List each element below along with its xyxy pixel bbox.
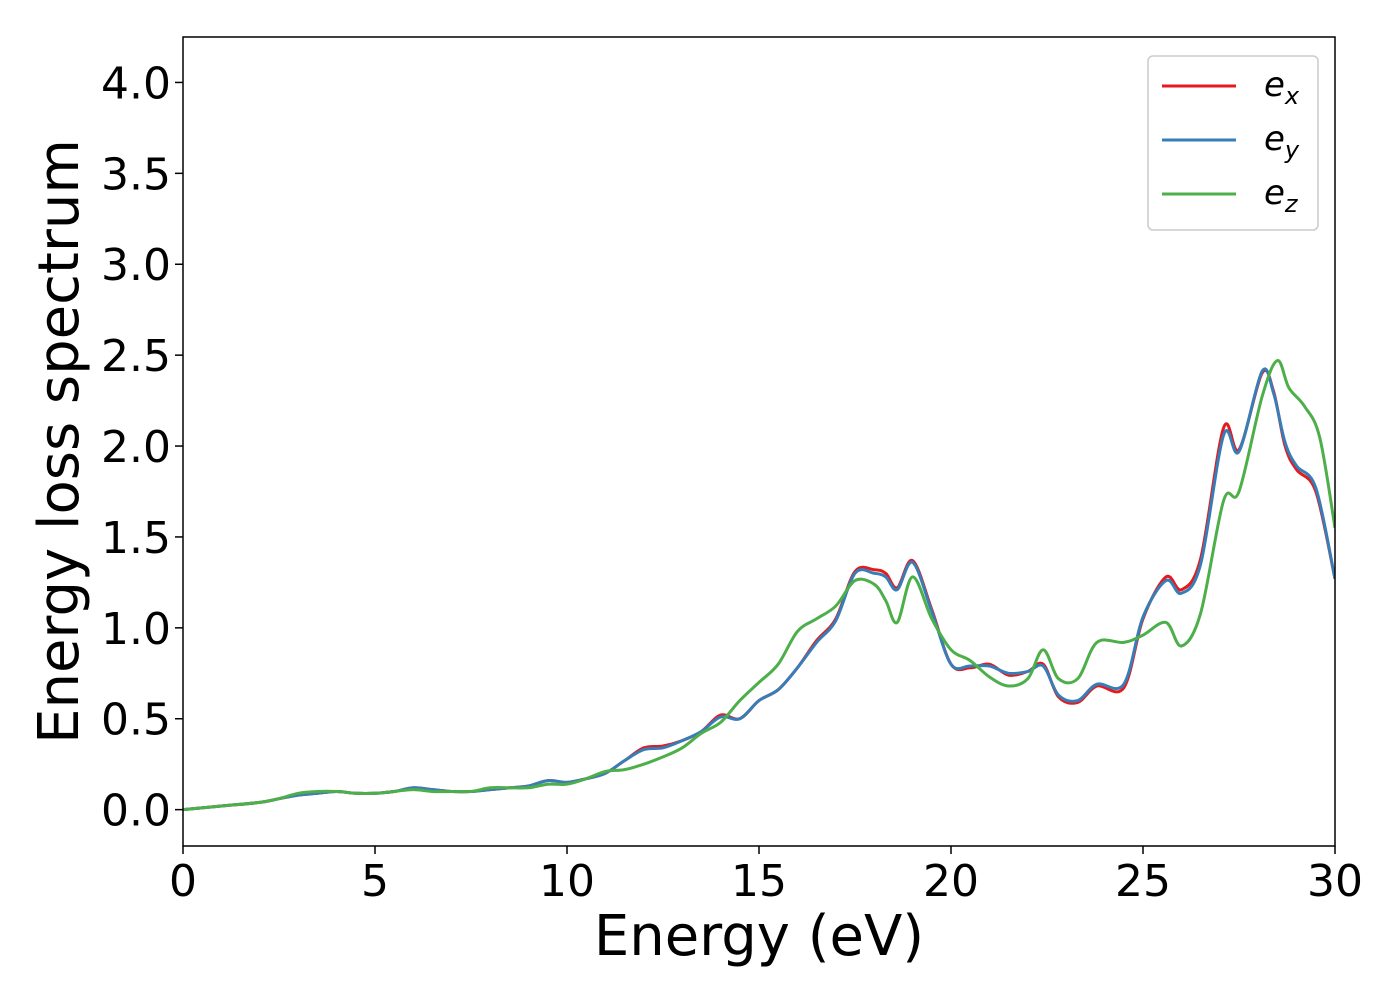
series-line-y [183,367,1335,812]
y-tick-label: 1.0 [101,604,171,655]
x-tick-label: 20 [923,856,979,907]
y-tick-label: 1.5 [101,513,171,564]
y-axis-title: Energy loss spectrum [27,139,92,744]
x-tick-label: 10 [539,856,595,907]
legend-label: ey [1264,119,1300,164]
x-tick-label: 0 [169,856,197,907]
series-line-z [183,359,1335,812]
legend: ex ey ez [1147,55,1319,231]
y-tick-label: 0.0 [101,786,171,837]
x-axis-title: Energy (eV) [594,904,924,969]
x-tick-label: 5 [361,856,389,907]
legend-label: ez [1264,173,1299,218]
x-axis: 0 5 10 15 20 25 30 [169,846,1363,907]
y-axis: 0.0 0.5 1.0 1.5 2.0 2.5 3.0 3.5 4.0 [101,58,183,837]
x-tick-label: 25 [1115,856,1171,907]
legend-box [1147,55,1319,231]
y-tick-label: 3.5 [101,149,171,200]
x-tick-label: 15 [731,856,787,907]
y-tick-label: 2.0 [101,422,171,473]
y-tick-label: 2.5 [101,331,171,382]
y-tick-label: 3.0 [101,240,171,291]
y-tick-label: 0.5 [101,695,171,746]
series-line-x [183,368,1335,812]
y-tick-label: 4.0 [101,58,171,109]
plot-lines [183,359,1335,812]
legend-label: ex [1264,65,1300,110]
x-tick-label: 30 [1307,856,1363,907]
